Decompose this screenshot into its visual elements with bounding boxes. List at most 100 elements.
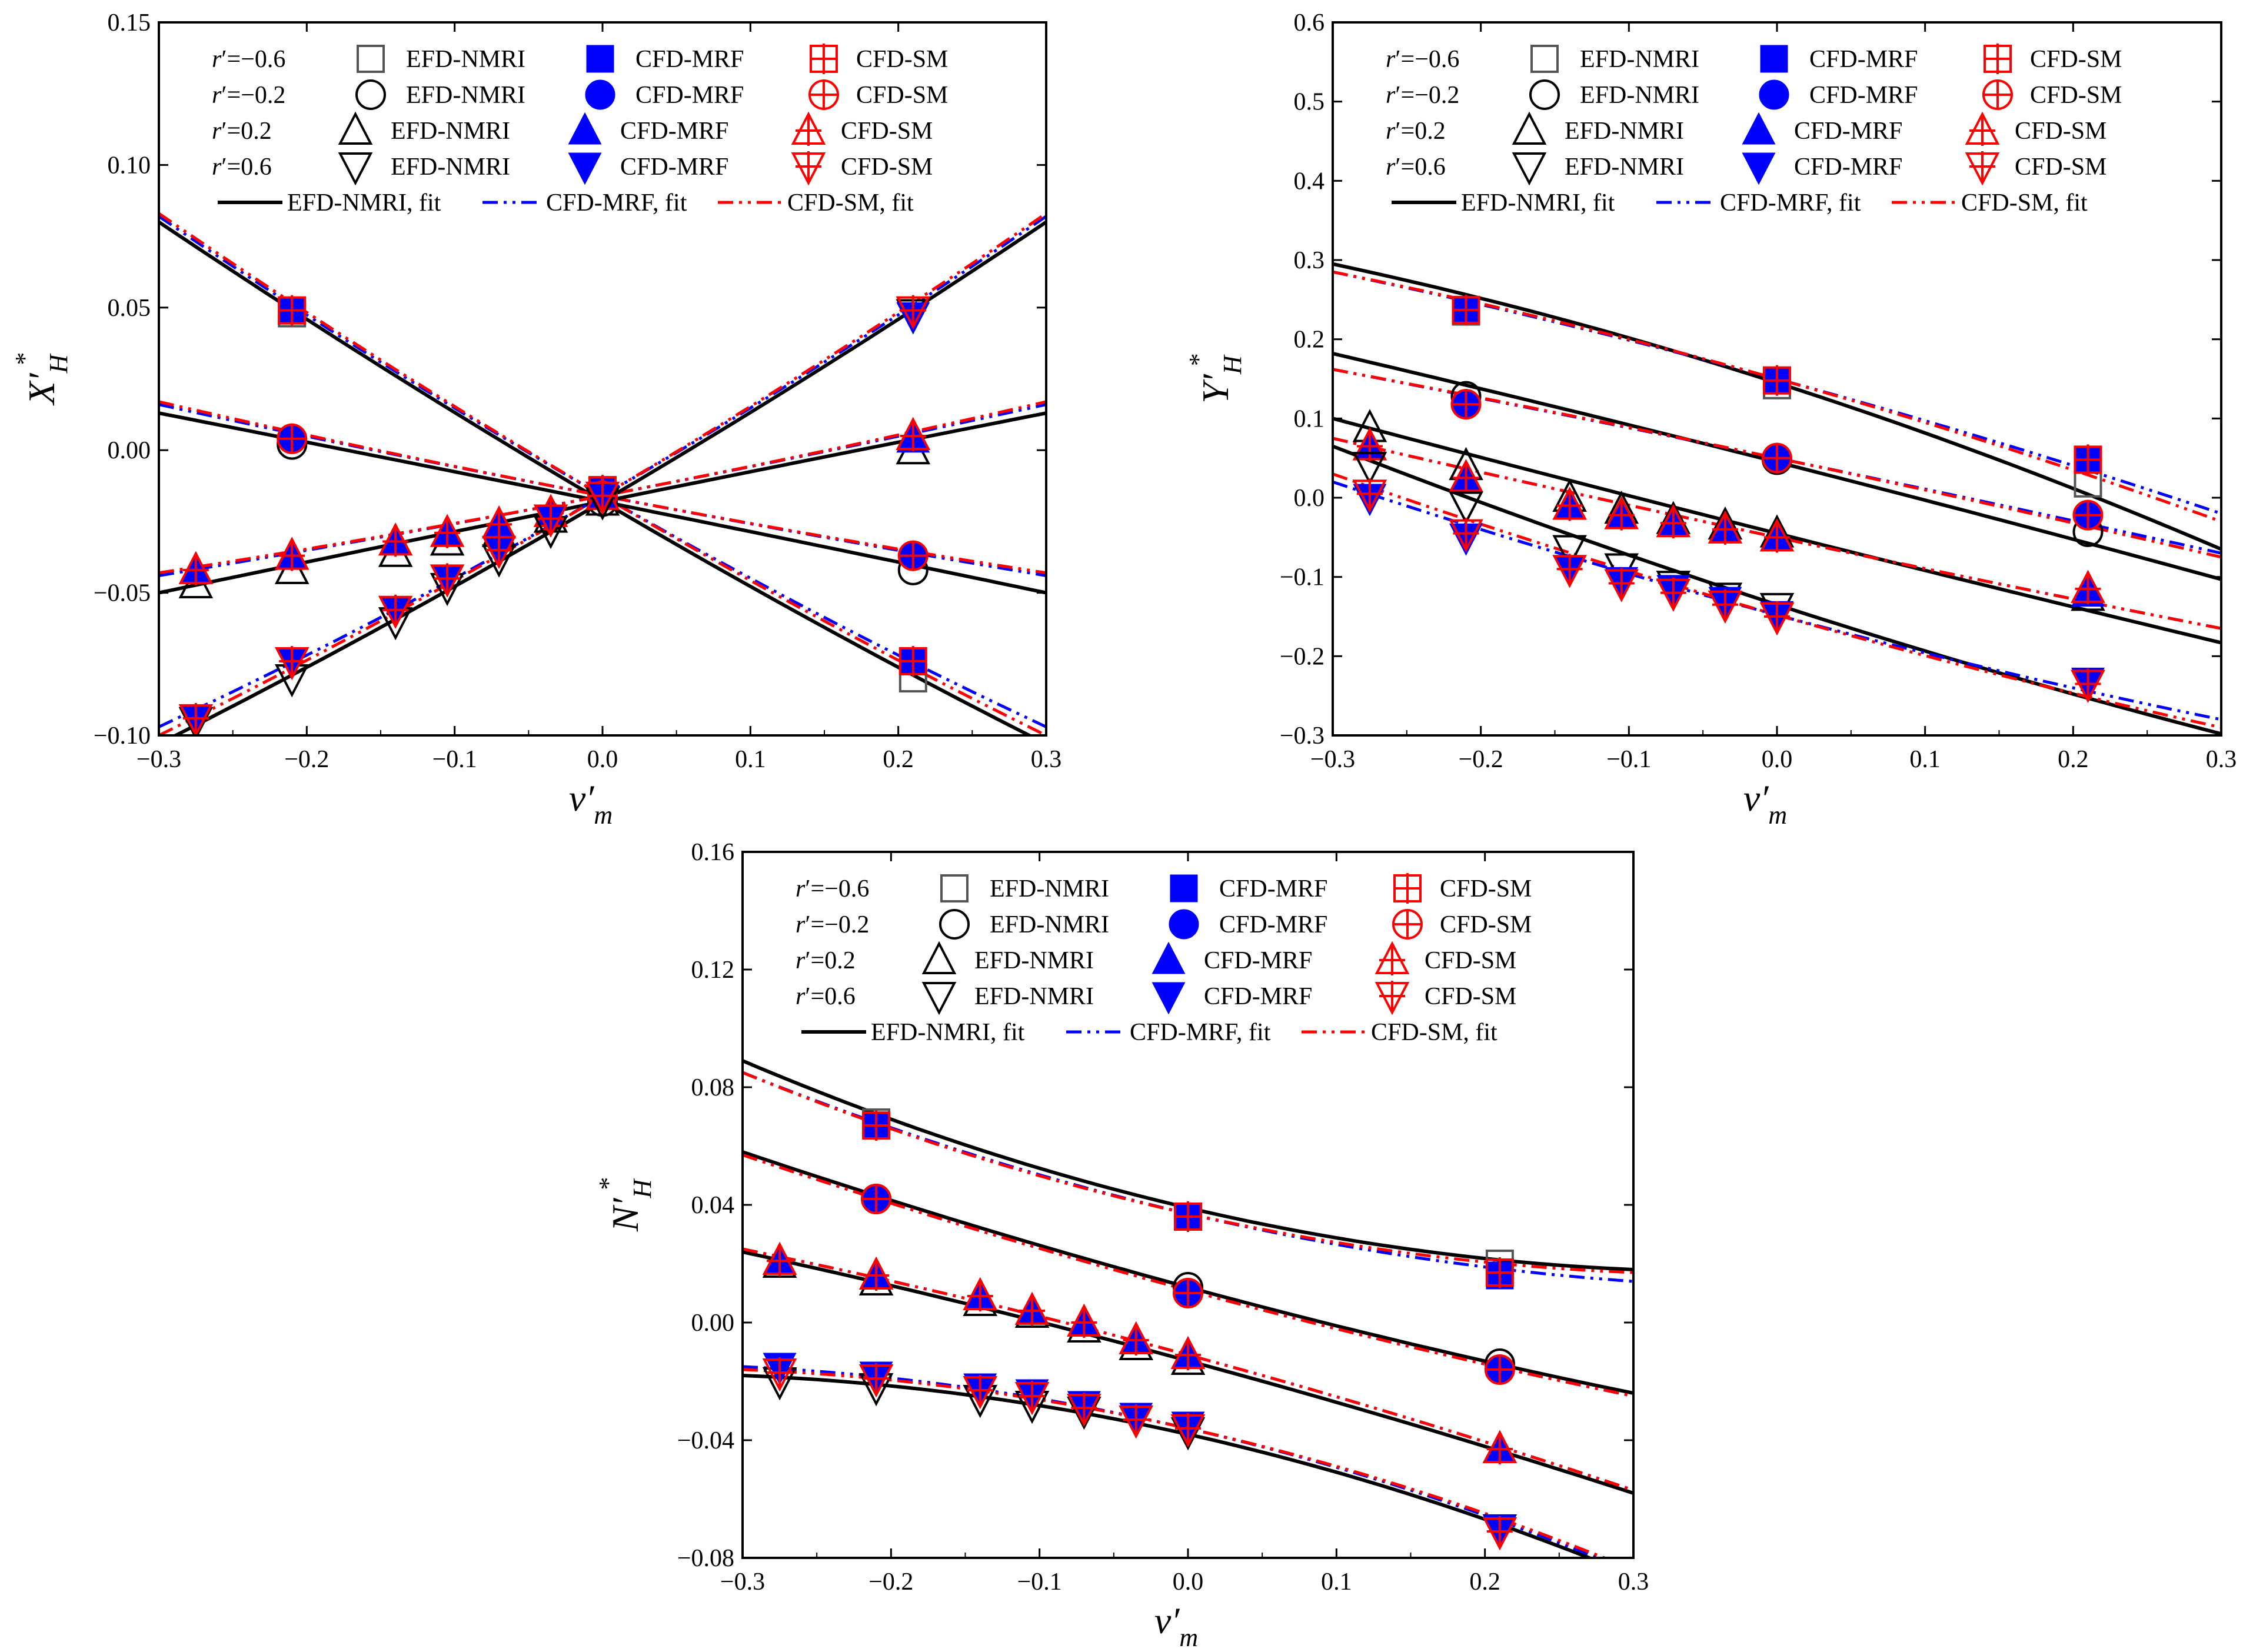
legend-r-label: r′=−0.2 [796, 911, 869, 938]
legend-efd-label: EFD-NMRI [391, 154, 510, 181]
x-tick-label: 0.0 [587, 746, 618, 773]
panel-n-moment: −0.3 −0.2 −0.1 0.0 0.1 0.2 0.3 −0.08 −0.04 0.00 0.… [594, 839, 1649, 1652]
x-tick-label: 0.3 [1031, 746, 1062, 773]
legend-sm-label: CFD-SM [2030, 46, 2122, 73]
legend-mrf-label: CFD-MRF [1794, 154, 1902, 181]
legend-marker-efd [921, 941, 957, 974]
legend-marker-efd [939, 909, 970, 940]
fit-line-mrf-r3 [159, 215, 1046, 728]
y-tick-label: 0.4 [1294, 168, 1325, 195]
x-axis-label: v′m [1154, 1600, 1198, 1652]
x-tick-label: 0.2 [1469, 1568, 1500, 1596]
panel-y-force: −0.3 −0.2 −0.1 0.0 0.1 0.2 0.3 −0.3 −0.2 −0.1 0.0 0… [1184, 9, 2237, 830]
x-axis-label: v′m [1743, 777, 1787, 830]
legend-mrf-label: CFD-MRF [1219, 875, 1327, 902]
legend-marker-mrf [1169, 909, 1199, 940]
legend-sm-fit-label: CFD-SM, fit [787, 189, 914, 217]
legend-efd-label: EFD-NMRI [1580, 82, 1699, 109]
legend-r-label: r′=0.2 [796, 947, 856, 974]
y-tick-label: 0.00 [108, 437, 151, 464]
legend-r-label: r′=−0.6 [1386, 46, 1459, 73]
data-markers [178, 295, 931, 735]
legend-r-label: r′=0.6 [796, 983, 856, 1010]
x-tick-label: 0.3 [2206, 746, 2237, 773]
x-axis-label: v′m [569, 777, 613, 830]
legend-efd-label: EFD-NMRI [1580, 46, 1699, 73]
legend-efd-fit-label: EFD-NMRI, fit [1461, 189, 1615, 217]
fit-line-sm-r0 [159, 212, 1046, 735]
y-tick-label: 0.05 [108, 295, 151, 322]
y-tick-label: 0.15 [108, 9, 151, 36]
x-tick-label: −0.3 [137, 746, 181, 773]
legend-r-label: r′=−0.6 [796, 875, 869, 902]
legend-marker-efd [357, 45, 385, 73]
legend-mrf-label: CFD-MRF [620, 118, 728, 145]
data-markers [762, 1108, 1517, 1551]
legend-efd-label: EFD-NMRI [406, 82, 525, 109]
y-tick-label: 0.1 [1294, 405, 1325, 432]
legend-mrf-label: CFD-MRF [635, 82, 744, 109]
legend-efd-label: EFD-NMRI [990, 911, 1109, 938]
legend: r′=−0.6 EFD-NMRI CFD-MRF CFD-SM r′=−0.2 EFD-N… [796, 873, 1532, 1046]
legend-r-label: r′=0.6 [212, 154, 272, 181]
marker-efd-r3-2 [1552, 535, 1587, 568]
y-tick-label: −0.3 [1280, 722, 1324, 750]
legend-mrf-fit-label: CFD-MRF, fit [546, 189, 687, 217]
y-tick-label: 0.08 [691, 1074, 735, 1101]
legend-efd-label: EFD-NMRI [1565, 118, 1684, 145]
legend-r-label: r′=−0.2 [212, 82, 285, 109]
legend-mrf-label: CFD-MRF [635, 46, 744, 73]
x-tick-label: 0.3 [1618, 1568, 1649, 1596]
legend-r-label: r′=0.2 [1386, 118, 1446, 145]
legend-r-label: r′=0.6 [1386, 154, 1446, 181]
x-tick-label: −0.1 [432, 746, 477, 773]
y-tick-label: 0.2 [1294, 327, 1325, 354]
legend-sm-label: CFD-SM [1440, 875, 1532, 902]
y-axis-label: Y′H* [1184, 354, 1247, 404]
x-tick-label: 0.1 [1909, 746, 1941, 773]
legend-marker-efd [338, 152, 373, 186]
legend-marker-efd [1512, 111, 1547, 145]
legend: r′=−0.6 EFD-NMRI CFD-MRF CFD-SM r′=−0.2 EFD-N… [212, 44, 948, 217]
y-tick-label: 0.3 [1294, 247, 1325, 274]
legend-marker-mrf [1742, 112, 1776, 145]
y-tick-label: −0.2 [1280, 643, 1324, 670]
legend-marker-efd [921, 982, 957, 1015]
legend-efd-fit-label: EFD-NMRI, fit [871, 1019, 1025, 1046]
x-tick-label: 0.1 [735, 746, 766, 773]
legend-marker-mrf [1170, 874, 1198, 902]
x-tick-label: −0.1 [1606, 746, 1651, 773]
fit-line-mrf-r3 [1333, 480, 2221, 721]
y-tick-label: 0.5 [1294, 89, 1325, 116]
legend-sm-label: CFD-SM [2030, 82, 2122, 109]
fit-line-mrf-r0 [159, 215, 1046, 728]
legend-mrf-fit-label: CFD-MRF, fit [1130, 1019, 1271, 1046]
legend-mrf-label: CFD-MRF [1204, 947, 1312, 974]
legend-marker-mrf [1152, 941, 1186, 974]
legend-mrf-label: CFD-MRF [1219, 911, 1327, 938]
y-tick-label: 0.00 [691, 1310, 735, 1337]
legend-marker-efd [1529, 79, 1560, 110]
fit-curves [1333, 262, 2221, 735]
legend-marker-mrf [586, 45, 614, 73]
legend-efd-label: EFD-NMRI [974, 983, 1094, 1010]
legend-sm-fit-label: CFD-SM, fit [1371, 1019, 1497, 1046]
y-tick-label: 0.04 [691, 1192, 735, 1219]
legend-marker-efd [1512, 152, 1547, 186]
y-tick-label: 0.12 [691, 957, 735, 984]
x-tick-label: 0.0 [1762, 746, 1793, 773]
y-tick-label: −0.08 [677, 1545, 734, 1572]
y-tick-label: −0.05 [94, 580, 151, 607]
fit-line-sm-r0 [743, 1071, 1633, 1274]
legend-sm-label: CFD-SM [1425, 983, 1516, 1010]
legend-mrf-fit-label: CFD-MRF, fit [1720, 189, 1861, 217]
legend-marker-mrf [1760, 45, 1788, 73]
legend-sm-label: CFD-SM [1425, 947, 1516, 974]
legend-marker-efd [940, 874, 969, 902]
x-tick-label: −0.1 [1017, 1568, 1062, 1596]
legend-efd-fit-label: EFD-NMRI, fit [287, 189, 441, 217]
x-tick-label: 0.0 [1173, 1568, 1204, 1596]
legend-marker-mrf [568, 112, 602, 145]
x-tick-label: −0.2 [1459, 746, 1503, 773]
